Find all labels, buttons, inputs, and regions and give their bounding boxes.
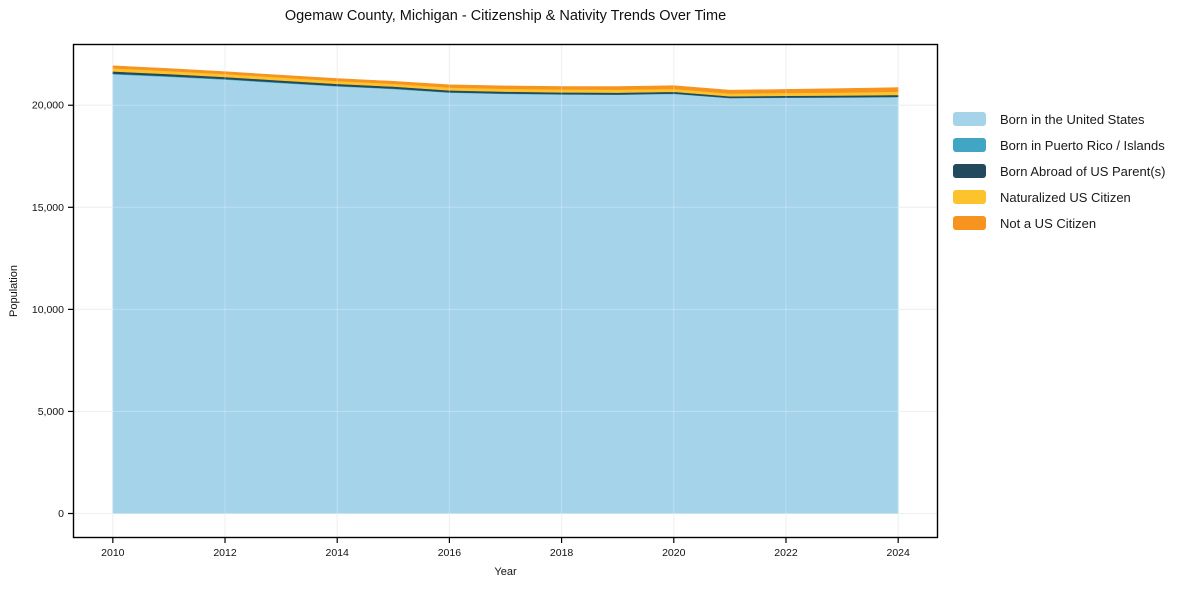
legend: Born in the United States Born in Puerto … (953, 106, 1165, 236)
y-tick-label: 5,000 (38, 406, 64, 418)
legend-label: Not a US Citizen (1000, 215, 1097, 231)
x-tick-label: 2022 (774, 547, 798, 559)
legend-swatch (953, 190, 986, 204)
legend-swatch (953, 164, 986, 178)
legend-swatch (953, 112, 986, 126)
plot-frame (72, 43, 939, 539)
x-tick-label: 2012 (213, 547, 237, 559)
legend-item-0: Born in the United States (953, 106, 1165, 132)
y-tick-label: 0 (58, 508, 64, 520)
legend-item-2: Born Abroad of US Parent(s) (953, 158, 1165, 184)
legend-label: Born in the United States (1000, 111, 1145, 127)
legend-swatch (953, 138, 986, 152)
area-series-0 (112, 73, 899, 514)
x-tick-label: 2024 (886, 547, 910, 559)
x-tick-label: 2010 (101, 547, 125, 559)
legend-swatch (953, 216, 986, 230)
legend-label: Born in Puerto Rico / Islands (1000, 137, 1165, 153)
legend-label: Naturalized US Citizen (1000, 189, 1131, 205)
x-tick-label: 2020 (662, 547, 686, 559)
x-tick-label: 2018 (550, 547, 574, 559)
x-tick-label: 2014 (326, 547, 350, 559)
legend-item-4: Not a US Citizen (953, 210, 1165, 236)
y-tick-label: 20,000 (32, 100, 64, 112)
legend-item-3: Naturalized US Citizen (953, 184, 1165, 210)
y-tick-label: 10,000 (32, 304, 64, 316)
chart-title: Ogemaw County, Michigan - Citizenship & … (284, 8, 727, 24)
x-axis-title: Year (494, 566, 517, 578)
y-tick-label: 15,000 (32, 202, 64, 214)
area-series-4 (112, 65, 899, 94)
x-tick-label: 2016 (438, 547, 462, 559)
legend-item-1: Born in Puerto Rico / Islands (953, 132, 1165, 158)
legend-label: Born Abroad of US Parent(s) (1000, 163, 1166, 179)
